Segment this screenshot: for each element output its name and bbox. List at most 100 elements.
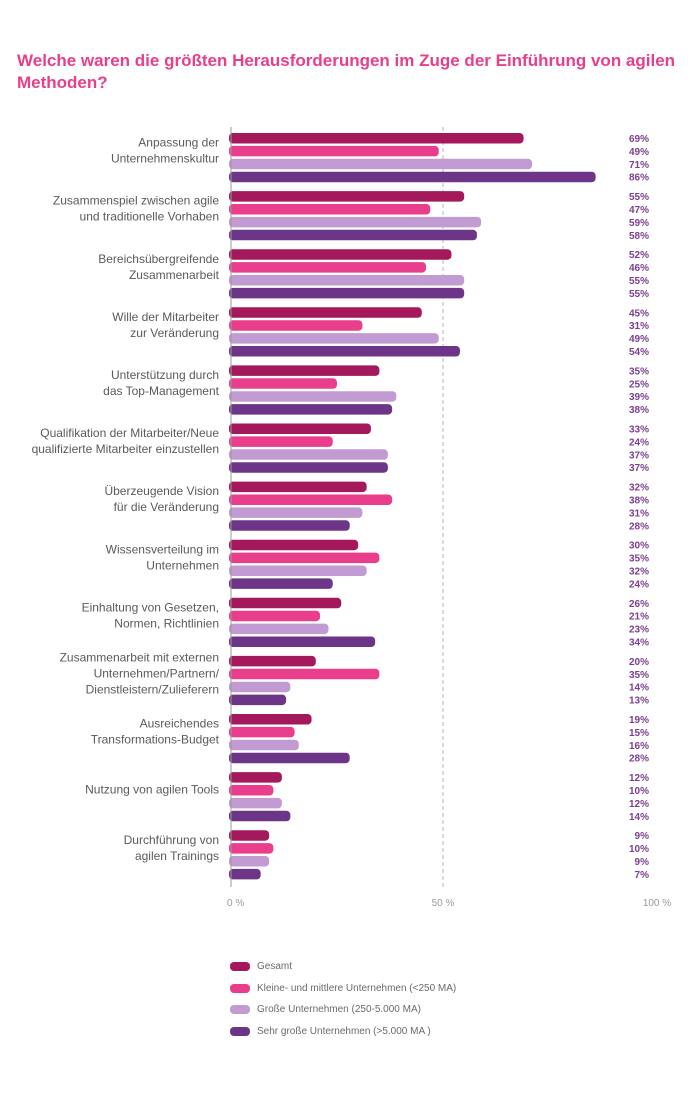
bar [229, 830, 270, 841]
value-label: 38% [629, 405, 649, 416]
bar [229, 552, 380, 564]
legend-item: Kleine- und mittlere Unternehmen (<250 M… [230, 978, 456, 1000]
value-label: 59% [629, 218, 649, 229]
bar [229, 668, 380, 680]
value-label: 9% [635, 831, 650, 842]
value-label: 54% [629, 347, 649, 358]
value-label: 14% [629, 683, 649, 694]
value-label: 49% [629, 334, 649, 345]
legend-item: Sehr große Unternehmen (>5.000 MA ) [230, 1021, 456, 1043]
bar [229, 785, 274, 796]
bar [229, 365, 380, 376]
category-label: Anpassung der Unternehmenskultur [111, 136, 219, 166]
legend: Gesamt Kleine- und mittlere Unternehmen (… [230, 956, 456, 1042]
bar [229, 494, 393, 505]
bar [229, 752, 350, 764]
value-label: 10% [629, 786, 649, 797]
bar [229, 275, 465, 286]
bar [229, 307, 422, 318]
value-label: 55% [629, 289, 649, 300]
bar-chart: 69% 49% 71% 86% Anpassung der Unternehmenskul… [32, 127, 671, 909]
value-label: 33% [629, 425, 649, 436]
bar [229, 158, 533, 170]
bar [229, 287, 465, 299]
value-label: 10% [629, 844, 649, 855]
value-label: 30% [629, 541, 649, 552]
value-label: 86% [629, 173, 649, 184]
bar [229, 856, 270, 867]
category-label: Einhaltung von Gesetzen, Normen, Richtlin… [82, 600, 219, 630]
chart-title: Welche waren die größten Herausforderung… [17, 51, 676, 92]
value-label: 58% [629, 231, 649, 242]
bar [229, 868, 261, 880]
bar [229, 520, 350, 531]
value-label: 12% [629, 773, 649, 784]
tick-label: 50 % [432, 898, 455, 909]
legend-item: Gesamt [230, 956, 456, 978]
legend-swatch [230, 962, 250, 972]
bar [229, 610, 321, 622]
legend-swatch [230, 1005, 250, 1015]
legend-label: Sehr große Unternehmen (>5.000 MA ) [257, 1025, 431, 1037]
bar [229, 739, 299, 751]
bar [229, 623, 329, 635]
bar [229, 449, 388, 460]
bar [229, 810, 291, 822]
bar [229, 171, 596, 183]
category-label: Nutzung von agilen Tools [85, 783, 219, 797]
bar [229, 320, 363, 331]
bar [229, 145, 439, 157]
bar [229, 423, 371, 434]
category-label: Qualifikation der Mitarbeiter/Neue qualif… [32, 426, 220, 456]
category-label: Ausreichendes Transformations-Budget [91, 717, 220, 747]
tick-label: 0 % [227, 898, 244, 909]
value-label: 52% [629, 250, 649, 261]
bar [229, 694, 287, 706]
tick-label: 100 % [643, 898, 671, 909]
value-label: 14% [629, 812, 649, 823]
value-label: 9% [635, 857, 650, 868]
bar [229, 191, 465, 202]
bar [229, 249, 452, 260]
bar [229, 681, 291, 693]
bar [229, 636, 376, 647]
value-label: 25% [629, 379, 649, 390]
value-label: 35% [629, 366, 649, 377]
legend-label: Kleine- und mittlere Unternehmen (<250 M… [257, 982, 457, 994]
value-label: 34% [629, 638, 649, 649]
bar [229, 507, 363, 518]
value-label: 21% [629, 612, 649, 623]
value-label: 45% [629, 308, 649, 319]
value-label: 32% [629, 483, 649, 494]
bar [229, 726, 295, 738]
value-label: 23% [629, 625, 649, 636]
value-label: 19% [629, 715, 649, 726]
category-label: Zusammenarbeit mit externen Unternehmen/P… [60, 651, 220, 697]
value-label: 37% [629, 463, 649, 474]
legend-label: Große Unternehmen (250-5.000 MA) [257, 1004, 421, 1016]
bar [229, 565, 367, 576]
value-label: 31% [629, 508, 649, 519]
bar [229, 204, 431, 215]
category-label: Zusammenspiel zwischen agile und traditio… [53, 194, 219, 224]
bar [229, 797, 282, 809]
bar [229, 655, 316, 667]
legend-swatch [230, 1026, 250, 1036]
value-label: 55% [629, 192, 649, 203]
value-label: 7% [635, 870, 650, 881]
category-label: Wille der Mitarbeiter zur Veränderung [112, 310, 219, 340]
category-label: Bereichsübergreifende Zusammenarbeit [98, 252, 219, 282]
value-label: 38% [629, 496, 649, 507]
bar [229, 578, 333, 589]
bar [229, 843, 274, 854]
value-label: 47% [629, 205, 649, 216]
value-label: 28% [629, 521, 649, 532]
value-label: 35% [629, 554, 649, 565]
bar [229, 539, 359, 551]
value-label: 37% [629, 450, 649, 461]
bar [229, 216, 482, 228]
category-label: Durchführung von agilen Trainings [124, 833, 219, 863]
bar [229, 262, 427, 273]
value-label: 24% [629, 579, 649, 590]
value-label: 46% [629, 263, 649, 274]
